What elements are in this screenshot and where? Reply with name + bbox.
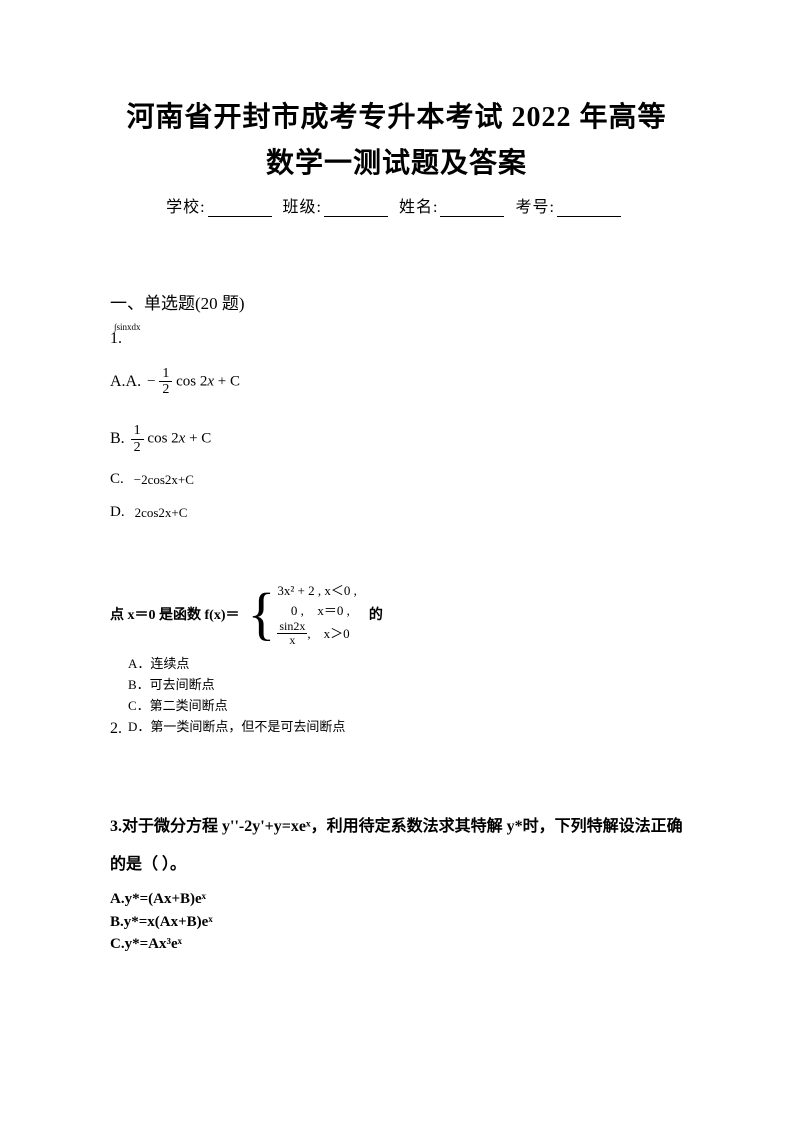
q2-stem-suffix: 的	[369, 604, 383, 624]
q2-block: 点 x＝0 是函数 f(x)＝ { 3x² + 2 , x＜0 , 0 , x＝…	[110, 581, 683, 737]
class-blank	[324, 201, 388, 217]
q2-row2: 0 , x＝0 ,	[277, 601, 356, 621]
q1-optA-fraction: 1 2	[159, 366, 172, 398]
q2-stem: 点 x＝0 是函数 f(x)＝ { 3x² + 2 , x＜0 , 0 , x＝…	[110, 581, 683, 646]
q1-optB-fraction: 1 2	[131, 423, 144, 455]
q1-option-d: D. 2cos2x+C	[110, 504, 683, 521]
q3-options: A.y*=(Ax+B)eˣ B.y*=x(Ax+B)eˣ C.y*=Ax³eˣ	[110, 888, 683, 956]
q2-stem-prefix: 点 x＝0 是函数 f(x)＝	[110, 604, 240, 624]
q3-optC: C.y*=Ax³eˣ	[110, 933, 683, 956]
q2-brace: {	[248, 591, 276, 637]
name-label: 姓名:	[399, 199, 438, 216]
q1-optD-expr: 2cos2x+C	[135, 505, 188, 521]
q2-optA: A．连续点	[128, 654, 683, 675]
q1-optB-num: 1	[131, 423, 144, 439]
q1-optD-label: D.	[110, 504, 125, 521]
q1-optB-c: + C	[185, 431, 211, 447]
school-label: 学校:	[166, 199, 205, 216]
title-line-1: 河南省开封市成考专升本考试 2022 年高等	[110, 95, 683, 135]
q1-optA-math: − 1 2 cos 2x + C	[147, 366, 240, 398]
q3-optB: B.y*=x(Ax+B)eˣ	[110, 911, 683, 934]
section-1-title: 一、单选题(20 题)	[110, 289, 683, 314]
q1-option-c: C. −2cos2x+C	[110, 471, 683, 488]
q2-row3-frac: sin2x x	[277, 620, 307, 646]
q2-optC: C．第二类间断点	[128, 696, 683, 717]
q2-row2-right: x＝0 ,	[317, 601, 350, 621]
q1-option-a: A.A. − 1 2 cos 2x + C	[110, 366, 683, 398]
q1-optA-label: A.A.	[110, 373, 141, 391]
q1-optC-label: C.	[110, 471, 124, 488]
q1-optA-c: + C	[214, 373, 240, 389]
q2-row1: 3x² + 2 , x＜0 ,	[277, 581, 356, 601]
q3-stem: 3.对于微分方程 y''-2y'+y=xeˣ，利用待定系数法求其特解 y*时，下…	[110, 808, 683, 885]
q2-row3-right: , x＞0	[307, 624, 349, 644]
q2-row3-den: x	[287, 634, 297, 647]
q1-optB-math: 1 2 cos 2x + C	[131, 423, 212, 455]
q1-optA-den: 2	[159, 382, 172, 397]
q1-number: 1.	[110, 330, 683, 348]
q3-optA: A.y*=(Ax+B)eˣ	[110, 888, 683, 911]
q2-row2-left: 0 ,	[277, 601, 317, 621]
q1-optA-num: 1	[159, 366, 172, 382]
q1-optB-label: B.	[110, 430, 125, 448]
q1-optA-neg: −	[147, 373, 155, 389]
q2-row3: sin2x x , x＞0	[277, 620, 356, 646]
student-info-row: 学校: 班级: 姓名: 考号:	[110, 193, 683, 217]
q1-optA-x: x	[207, 373, 214, 389]
q2-row3-num: sin2x	[277, 620, 307, 634]
q1-optB-cos: cos 2	[147, 431, 178, 447]
q3-block: 3.对于微分方程 y''-2y'+y=xeˣ，利用待定系数法求其特解 y*时，下…	[110, 808, 683, 956]
q1-optA-cos: cos 2	[176, 373, 207, 389]
class-label: 班级:	[283, 199, 322, 216]
q2-piecewise: { 3x² + 2 , x＜0 , 0 , x＝0 , sin2x x , x＞…	[248, 581, 357, 646]
q1-optB-den: 2	[131, 440, 144, 455]
q2-optB: B．可去间断点	[128, 675, 683, 696]
examno-blank	[557, 201, 621, 217]
title-line-2: 数学一测试题及答案	[110, 141, 683, 181]
name-blank	[440, 201, 504, 217]
q1-option-b: B. 1 2 cos 2x + C	[110, 423, 683, 455]
examno-label: 考号:	[515, 199, 554, 216]
q1-optC-expr: −2cos2x+C	[134, 472, 194, 488]
school-blank	[208, 201, 272, 217]
q2-piecewise-rows: 3x² + 2 , x＜0 , 0 , x＝0 , sin2x x , x＞0	[277, 581, 356, 646]
